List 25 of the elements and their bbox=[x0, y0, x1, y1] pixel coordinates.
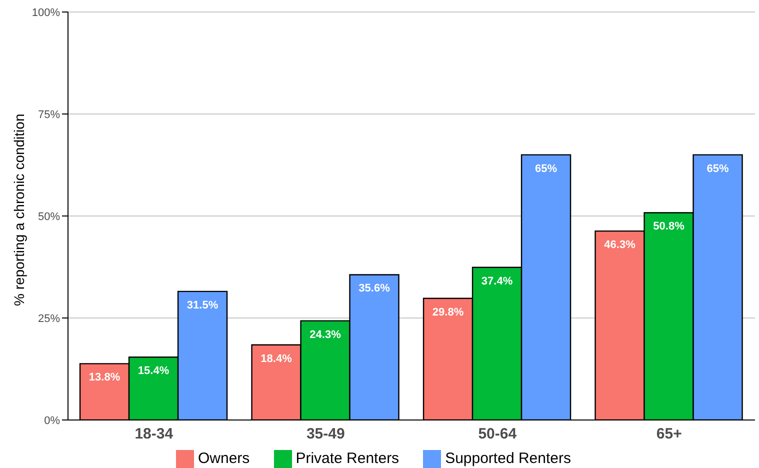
y-tick-label: 100% bbox=[32, 6, 60, 19]
y-tick-label: 50% bbox=[38, 210, 60, 223]
data-label: 24.3% bbox=[310, 328, 342, 341]
y-tick-label: 75% bbox=[38, 108, 60, 121]
legend-label: Private Renters bbox=[296, 450, 400, 467]
data-label: 46.3% bbox=[604, 239, 636, 252]
data-label: 37.4% bbox=[481, 275, 513, 288]
legend-label: Supported Renters bbox=[445, 450, 571, 467]
data-label: 65% bbox=[706, 162, 729, 175]
x-tick-label: 35-49 bbox=[306, 426, 345, 443]
x-tick-label: 18-34 bbox=[134, 426, 174, 443]
data-label: 65% bbox=[535, 162, 558, 175]
data-label: 29.8% bbox=[432, 306, 464, 318]
data-label: 18.4% bbox=[260, 352, 292, 365]
y-tick-label: 25% bbox=[38, 312, 60, 325]
x-tick-label: 50-64 bbox=[478, 426, 518, 443]
data-label: 15.4% bbox=[138, 365, 170, 378]
data-label: 31.5% bbox=[186, 299, 218, 312]
data-label: 50.8% bbox=[653, 220, 685, 233]
data-label: 13.8% bbox=[88, 372, 120, 384]
legend-label: Owners bbox=[198, 450, 250, 467]
y-axis-title: % reporting a chronic condition bbox=[10, 114, 27, 306]
x-tick-label: 65+ bbox=[656, 426, 682, 443]
y-tick-label: 0% bbox=[44, 414, 60, 427]
data-label: 35.6% bbox=[358, 282, 390, 295]
